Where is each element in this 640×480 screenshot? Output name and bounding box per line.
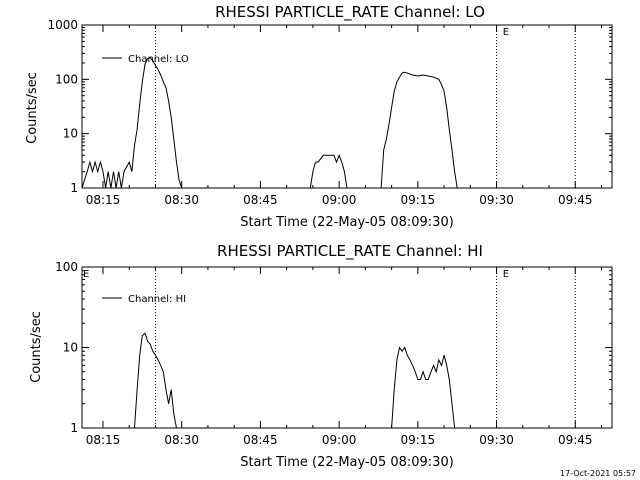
y-tick-label-lo: 10 bbox=[63, 127, 78, 141]
chart-title-lo: RHESSI PARTICLE_RATE Channel: LO bbox=[215, 3, 485, 22]
chart-plot-hi: 08:15 08:30 08:45 09:00 09:15 09:30 09:45 1 10 10… bbox=[55, 260, 613, 447]
legend-label-lo: Channel: LO bbox=[128, 54, 189, 65]
x-axis-label-hi: Start Time (22-May-05 08:09:30) bbox=[240, 455, 454, 470]
y-tick-label-lo: 1 bbox=[70, 181, 78, 195]
x-tick-label-lo: 09:30 bbox=[479, 193, 514, 207]
panel-lo: RHESSI PARTICLE_RATE Channel: LO Counts/… bbox=[25, 3, 485, 230]
x-axis-label-lo: Start Time (22-May-05 08:09:30) bbox=[240, 215, 454, 230]
x-tick-label-lo: 09:00 bbox=[322, 193, 357, 207]
annotation-hi: E bbox=[83, 269, 89, 280]
x-tick-label-hi: 09:15 bbox=[401, 433, 436, 447]
chart-title-hi: RHESSI PARTICLE_RATE Channel: HI bbox=[217, 242, 483, 261]
chart-plot-lo: 08:15 08:30 08:45 09:00 09:15 09:30 09:45 1 10 10… bbox=[47, 18, 613, 207]
x-tick-label-lo: 08:45 bbox=[243, 193, 278, 207]
annotation-lo: E bbox=[503, 27, 509, 38]
series-line-lo-segment-2 bbox=[309, 153, 348, 189]
x-tick-label-hi: 08:15 bbox=[86, 433, 121, 447]
annotation-hi: E bbox=[503, 269, 509, 280]
x-tick-label-hi: 09:45 bbox=[558, 433, 593, 447]
footer-timestamp: 17-Oct-2021 05:57 bbox=[560, 469, 636, 478]
legend-hi: Channel: HI bbox=[102, 294, 186, 305]
x-tick-label-lo: 08:15 bbox=[86, 193, 121, 207]
y-tick-label-hi: 100 bbox=[55, 260, 78, 274]
series-line-lo-segment-1 bbox=[81, 57, 183, 189]
y-tick-label-lo: 100 bbox=[55, 72, 78, 86]
panel-hi: RHESSI PARTICLE_RATE Channel: HI Counts/… bbox=[29, 242, 483, 470]
x-tick-label-hi: 08:30 bbox=[164, 433, 199, 447]
y-tick-label-hi: 1 bbox=[70, 421, 78, 435]
x-tick-label-lo: 09:45 bbox=[558, 193, 593, 207]
x-tick-label-hi: 09:30 bbox=[479, 433, 514, 447]
series-line-lo-segment-3 bbox=[380, 71, 458, 189]
series-line-hi-segment-1 bbox=[134, 332, 177, 429]
series-line-hi-segment-2 bbox=[391, 346, 456, 429]
y-tick-label-lo: 1000 bbox=[47, 18, 78, 32]
x-tick-label-hi: 09:00 bbox=[322, 433, 357, 447]
legend-lo: Channel: LO bbox=[102, 54, 189, 65]
legend-label-hi: Channel: HI bbox=[128, 294, 186, 305]
y-tick-label-hi: 10 bbox=[63, 341, 78, 355]
x-tick-label-hi: 08:45 bbox=[243, 433, 278, 447]
x-tick-label-lo: 08:30 bbox=[164, 193, 199, 207]
y-axis-label-hi: Counts/sec bbox=[29, 311, 44, 383]
x-tick-label-lo: 09:15 bbox=[401, 193, 436, 207]
y-axis-label-lo: Counts/sec bbox=[25, 72, 40, 144]
